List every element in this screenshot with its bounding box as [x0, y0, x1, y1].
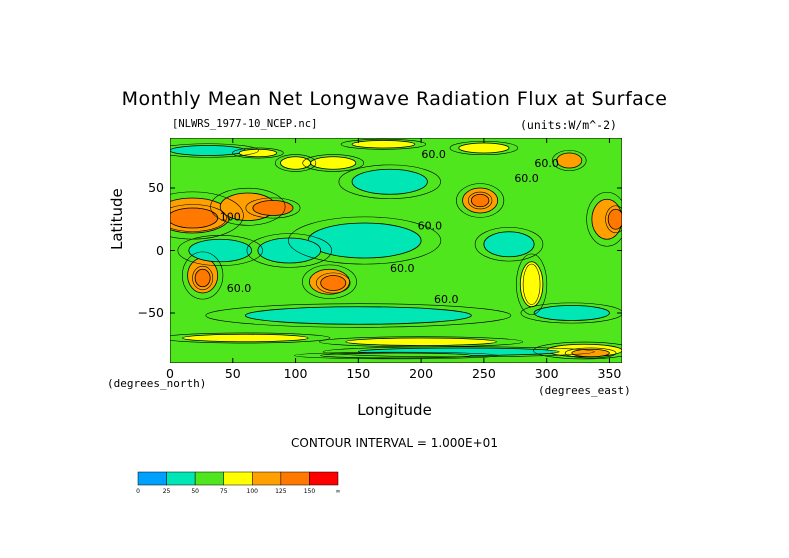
x-tick-label-0: 0 — [166, 366, 174, 381]
x-tick-label-2: 100 — [283, 366, 308, 381]
contour-label-7: 100 — [220, 211, 241, 224]
contour-line-4 — [182, 251, 224, 300]
contour-line-19 — [288, 216, 442, 265]
field-region-9 — [470, 193, 490, 208]
contour-interval-label: CONTOUR INTERVAL = 1.000E+01 — [291, 436, 498, 450]
colorbar-segment-2 — [194, 471, 224, 486]
contour-line-20 — [246, 233, 332, 268]
x-tick-label-3: 150 — [346, 366, 371, 381]
colorbar-segment-6 — [309, 471, 339, 486]
y-tick-label-1: 0 — [156, 242, 164, 258]
contour-line-18 — [340, 138, 427, 150]
contour-line-33 — [232, 147, 284, 159]
x-axis-label: Longitude — [357, 401, 432, 419]
colorbar-segment-5 — [280, 471, 310, 486]
field-region-18 — [351, 140, 416, 149]
contour-line-32 — [170, 143, 259, 158]
colorbar-label-3: 75 — [219, 488, 228, 495]
contour-line-15 — [302, 154, 365, 172]
field-region-7 — [320, 275, 347, 291]
contour-label-0: 60.0 — [421, 148, 446, 161]
contour-line-1 — [170, 204, 227, 232]
contour-label-4: 60.0 — [390, 262, 415, 275]
contour-line-23 — [520, 302, 622, 324]
contour-line-14 — [552, 150, 587, 171]
field-region-24 — [351, 168, 428, 195]
y-axis-label: Latitude — [108, 188, 126, 250]
field-region-11 — [607, 208, 622, 230]
contour-line-2 — [210, 187, 286, 226]
contour-map: 60.0 60.0 60.0 60.0 60.0 60.0 60.0 100 — [170, 138, 622, 363]
field-region-1 — [170, 207, 219, 229]
field-region-15 — [310, 156, 357, 170]
contour-line-16 — [274, 154, 317, 172]
colorbar-label-1: 25 — [162, 488, 171, 495]
field-region-13 — [519, 261, 544, 308]
contour-label-2: 60.0 — [534, 157, 559, 170]
colorbar-label-0: 0 — [136, 488, 140, 495]
field-region-19 — [307, 222, 422, 259]
colorbar-label-5: 125 — [275, 488, 287, 495]
field-region-32 — [170, 145, 246, 156]
colorbar-label-6: 150 — [303, 488, 316, 495]
contour-line-22 — [205, 303, 512, 328]
contour-line-29 — [564, 347, 617, 359]
contour-line-28 — [533, 341, 622, 360]
contour-line-26 — [170, 332, 331, 344]
field-region-33 — [238, 148, 278, 158]
colorbar-segment-4 — [252, 471, 282, 486]
field-region-17 — [458, 142, 510, 154]
field-region-14 — [556, 152, 583, 169]
field-region-31 — [320, 352, 472, 359]
field-region-25 — [483, 231, 535, 258]
colorbar-label-7: ∞ — [335, 488, 341, 495]
field-region-16 — [280, 156, 312, 170]
colorbar-label-4: 100 — [246, 488, 258, 495]
units-label: (units:W/m^-2) — [520, 118, 617, 132]
contour-label-5: 60.0 — [227, 282, 252, 295]
longitude-unit-label: (degrees_east) — [538, 384, 631, 397]
contour-line-8 — [456, 183, 505, 218]
field-region-22 — [244, 306, 472, 325]
field-region-26 — [182, 333, 309, 343]
field-region-27 — [345, 337, 497, 346]
latitude-unit-label: (degrees_north) — [107, 377, 207, 390]
plot-title: Monthly Mean Net Longwave Radiation Flux… — [121, 88, 668, 110]
contour-line-13 — [516, 253, 548, 315]
y-tick-label-2: −50 — [137, 305, 164, 320]
colorbar — [137, 471, 339, 486]
contour-line-24 — [338, 164, 441, 199]
x-tick-label-5: 250 — [471, 366, 496, 381]
contour-line-5 — [192, 265, 214, 291]
x-tick-label-6: 300 — [534, 366, 559, 381]
x-tick-label-7: 350 — [597, 366, 622, 381]
colorbar-label-2: 50 — [191, 488, 199, 495]
y-tick-label-0: 50 — [148, 180, 164, 195]
file-label: [NLWRS_1977-10_NCEP.nc] — [172, 118, 318, 130]
contour-line-21 — [177, 235, 263, 266]
contour-label-3: 60.0 — [418, 219, 443, 232]
contour-line-31 — [294, 351, 498, 360]
colorbar-segment-0 — [137, 471, 167, 486]
contour-label-6: 60.0 — [434, 293, 459, 306]
contour-line-10 — [586, 191, 622, 247]
x-tick-label-1: 50 — [224, 366, 241, 381]
contour-line-9 — [467, 191, 493, 210]
field-region-3 — [252, 200, 294, 216]
contour-line-12 — [522, 263, 541, 305]
colorbar-segment-3 — [223, 471, 253, 486]
contour-line-11 — [605, 205, 622, 234]
field-region-21 — [188, 238, 253, 263]
colorbar-segment-1 — [166, 471, 196, 486]
x-tick-label-4: 200 — [409, 366, 434, 381]
contour-line-6 — [302, 264, 357, 299]
field-region-5 — [194, 268, 211, 288]
contour-line-3 — [245, 197, 301, 219]
contour-line-30 — [322, 346, 595, 358]
contour-line-7 — [315, 272, 351, 294]
contour-line-25 — [474, 227, 544, 262]
field-region-23 — [533, 305, 610, 321]
contour-label-1: 60.0 — [514, 172, 539, 185]
field-region-20 — [257, 237, 322, 264]
